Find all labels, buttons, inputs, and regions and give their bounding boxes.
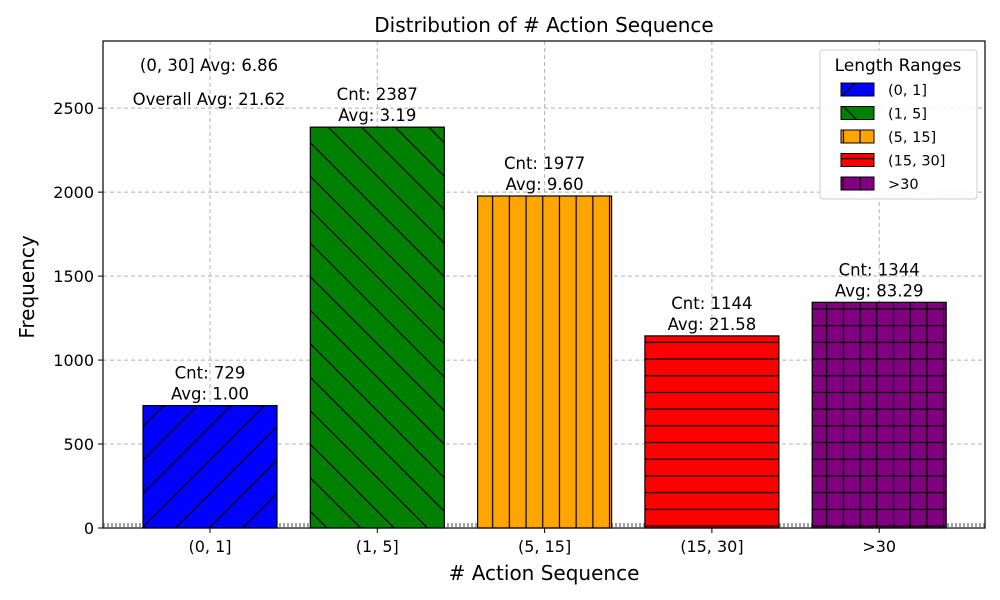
bar-count-label: Cnt: 729: [175, 364, 246, 383]
x-tick-label: (15, 30]: [680, 537, 743, 556]
y-tick-label: 2000: [53, 183, 94, 202]
bar-count-label: Cnt: 2387: [337, 85, 418, 104]
y-tick-label: 500: [63, 435, 94, 454]
bars: [142, 126, 947, 529]
bar-avg-label: Avg: 21.58: [668, 315, 757, 334]
bar-hatch-0: [143, 405, 277, 528]
x-axis-ticks: (0, 1] (1, 5] (5, 15] (15, 30] >30: [188, 528, 896, 556]
x-axis-label: # Action Sequence: [449, 561, 640, 585]
legend-label: (15, 30]: [888, 154, 945, 170]
legend-swatch-hatch: [841, 83, 874, 96]
legend-label: >30: [888, 177, 919, 193]
bar-avg-label: Avg: 1.00: [171, 385, 249, 404]
legend-swatch-hatch: [841, 106, 874, 120]
y-tick-label: 0: [84, 519, 94, 538]
bar-avg-label: Avg: 9.60: [506, 175, 584, 194]
chart-title: Distribution of # Action Sequence: [374, 13, 713, 37]
y-tick-label: 1000: [53, 351, 94, 370]
bar-hatch-2: [477, 196, 612, 528]
bar-hatch-4: [812, 302, 947, 528]
legend-swatch-outline: [840, 176, 875, 191]
bar-hatch-3: [644, 335, 779, 528]
y-tick-label: 1500: [53, 267, 94, 286]
legend-swatch-outline: [840, 106, 875, 120]
annotation-subset-avg: (0, 30] Avg: 6.86: [140, 56, 278, 75]
bar-hatch-1: [310, 127, 445, 528]
legend-label: (1, 5]: [888, 107, 927, 123]
y-tick-label: 2500: [53, 99, 94, 118]
bar-labels: Cnt: 729 Avg: 1.00 Cnt: 2387 Avg: 3.19 Cnt: …: [171, 85, 924, 403]
x-tick-label: (1, 5]: [356, 537, 399, 556]
x-tick-label: (0, 1]: [188, 537, 231, 556]
legend-swatch-hatch: [841, 130, 874, 143]
legend-swatch-outline: [840, 153, 875, 167]
annotation-overall-avg: Overall Avg: 21.62: [133, 90, 286, 109]
bar-count-label: Cnt: 1144: [671, 294, 752, 313]
y-axis-ticks: 0 500 1000 1500 2000 2500: [53, 99, 103, 538]
bar-avg-label: Avg: 83.29: [835, 281, 924, 300]
bar-count-label: Cnt: 1977: [504, 154, 585, 173]
legend-swatch-outline: [840, 129, 875, 144]
legend-label: (0, 1]: [888, 83, 927, 99]
plot-frame: [102, 40, 986, 529]
legend-swatch-outline: [840, 82, 875, 97]
legend-swatch-hatch: [841, 153, 874, 167]
x-tick-label: (5, 15]: [518, 537, 571, 556]
legend: Length Ranges (0, 1] (1, 5] (5, 15] (15, 30…: [819, 49, 978, 200]
bar-count-label: Cnt: 1344: [839, 260, 920, 279]
legend-swatch-hatch: [841, 177, 874, 190]
bar-avg-label: Avg: 3.19: [338, 106, 416, 125]
legend-label: (5, 15]: [888, 130, 936, 146]
legend-title: Length Ranges: [835, 56, 962, 76]
y-axis-label: Frequency: [15, 235, 39, 338]
x-tick-label: >30: [862, 537, 896, 556]
